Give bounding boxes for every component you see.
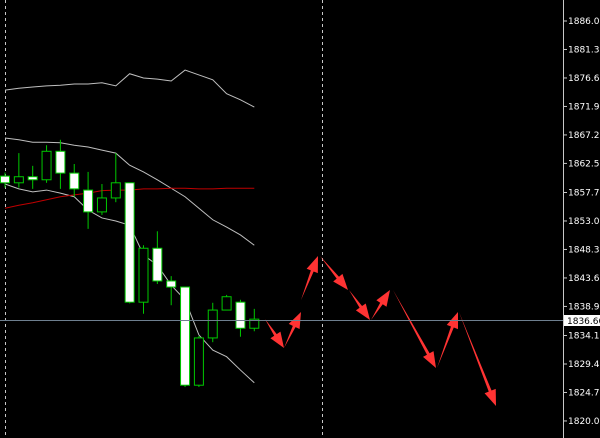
bear-candle: [83, 171, 94, 229]
arrow-icon: [284, 312, 301, 348]
candle-body: [249, 318, 260, 329]
price-tick-label: 1834.10: [568, 332, 600, 342]
bull-candle: [41, 145, 52, 183]
price-tick-label: 1886.00: [568, 17, 600, 27]
upper-bollinger-band: [4, 69, 255, 108]
candle-body: [27, 176, 38, 181]
candle-body: [221, 296, 232, 311]
candle-body: [13, 176, 24, 184]
bear-candle: [166, 276, 177, 306]
candle-body: [180, 286, 191, 386]
arrow-icon: [265, 319, 284, 348]
bear-candle: [0, 172, 10, 188]
bear-candle: [152, 231, 163, 285]
bull-candle: [96, 184, 107, 215]
bear-candle: [180, 286, 191, 388]
price-tick-label: 1853.00: [568, 217, 600, 227]
bear-candle: [27, 165, 38, 189]
price-tick-label: 1820.00: [568, 417, 600, 427]
current-price-label-bg: [564, 315, 600, 327]
candle-body: [124, 182, 135, 303]
price-tick-label: 1881.30: [568, 45, 600, 55]
price-tick-label: 1843.60: [568, 274, 600, 284]
current-price-label: 1836.66: [567, 317, 600, 327]
candle-body: [69, 172, 80, 190]
candle-body: [152, 247, 163, 282]
price-tick-label: 1862.50: [568, 159, 600, 169]
arrow-icon: [393, 290, 436, 368]
candle-body: [235, 301, 246, 329]
price-tick-label: 1871.90: [568, 102, 600, 112]
price-tick-label: 1824.70: [568, 388, 600, 398]
bull-candle: [110, 153, 121, 203]
bull-candle: [13, 153, 24, 188]
candle-body: [55, 150, 66, 174]
price-tick-label: 1848.30: [568, 245, 600, 255]
arrow-icon: [437, 312, 458, 368]
arrow-icon: [349, 290, 370, 320]
bull-candle: [138, 245, 149, 314]
bear-candle: [124, 182, 135, 304]
bear-candle: [69, 164, 80, 197]
arrow-icon: [371, 290, 390, 320]
bull-candle: [221, 294, 232, 311]
bear-candle: [235, 299, 246, 337]
arrow-icon: [459, 312, 496, 406]
candle-body: [193, 337, 204, 386]
bear-candle: [55, 139, 66, 189]
price-tick-label: 1829.40: [568, 360, 600, 370]
middle-bollinger-band: [4, 137, 255, 246]
price-tick-label: 1867.20: [568, 131, 600, 141]
arrow-icon: [320, 256, 348, 290]
candle-body: [207, 309, 218, 339]
candle-body: [138, 247, 149, 303]
forecast-arrows: [265, 256, 496, 406]
arrow-icon: [301, 256, 318, 300]
price-tick-label: 1857.70: [568, 188, 600, 198]
price-tick-label: 1838.90: [568, 302, 600, 312]
price-tick-label: 1876.60: [568, 74, 600, 84]
candle-body: [96, 197, 107, 213]
price-axis: 1886.00 1881.30 1876.60 1871.90 1867.20 1862.…: [563, 17, 600, 427]
candle-body: [83, 189, 94, 213]
bull-candle: [193, 336, 204, 388]
candle-body: [0, 175, 10, 184]
candle-body: [166, 280, 177, 288]
candle-body: [110, 182, 121, 199]
bull-candle: [207, 302, 218, 343]
candle-body: [41, 150, 52, 181]
